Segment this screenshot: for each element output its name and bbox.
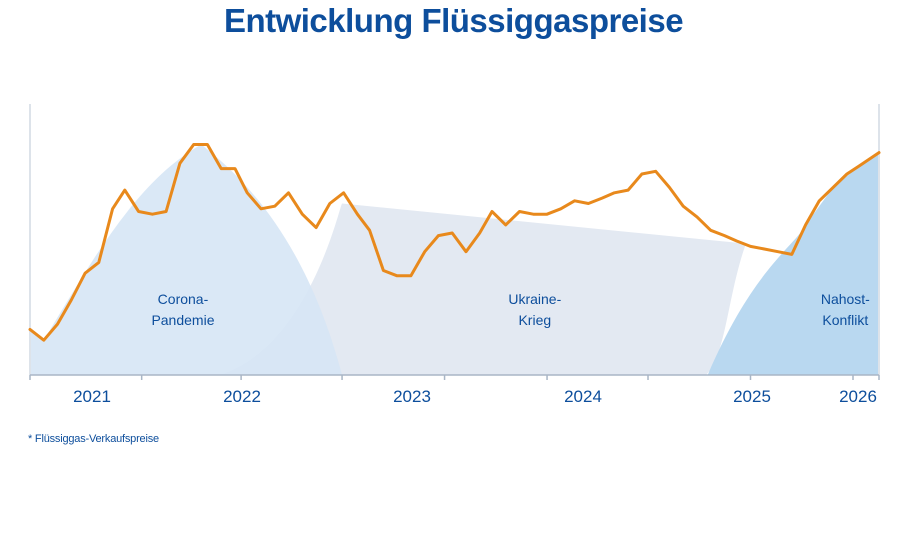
chart-title: Entwicklung Flüssiggaspreise: [223, 2, 684, 39]
event-labels: Corona- Pandemie Ukraine- Krieg Nahost- Konfl…: [151, 291, 870, 328]
ukraine-krieg-area: [219, 203, 746, 375]
year-label: 2022: [223, 387, 261, 406]
event-areas: [30, 144, 879, 375]
year-label: 2023: [393, 387, 431, 406]
year-label: 2025: [733, 387, 771, 406]
event-label-line1: Corona-: [158, 291, 209, 307]
footnote: * Flüssiggas-Verkaufspreise: [28, 433, 159, 445]
year-label: 2024: [564, 387, 602, 406]
event-label-line2: Krieg: [518, 312, 551, 328]
corona-pandemie-area: [30, 144, 343, 375]
event-label-line1: Nahost-: [821, 291, 870, 307]
event-label-line2: Pandemie: [151, 312, 214, 328]
year-label: 2026: [839, 387, 877, 406]
price-line: [28, 143, 881, 342]
chart-axes: [29, 104, 880, 380]
x-axis-year-labels: 2021 2022 2023 2024 2025 2026: [73, 387, 877, 406]
nahost-konflikt-area: [707, 152, 879, 375]
event-label-line2: Konflikt: [822, 312, 868, 328]
event-label-line1: Ukraine-: [508, 291, 561, 307]
year-label: 2021: [73, 387, 111, 406]
